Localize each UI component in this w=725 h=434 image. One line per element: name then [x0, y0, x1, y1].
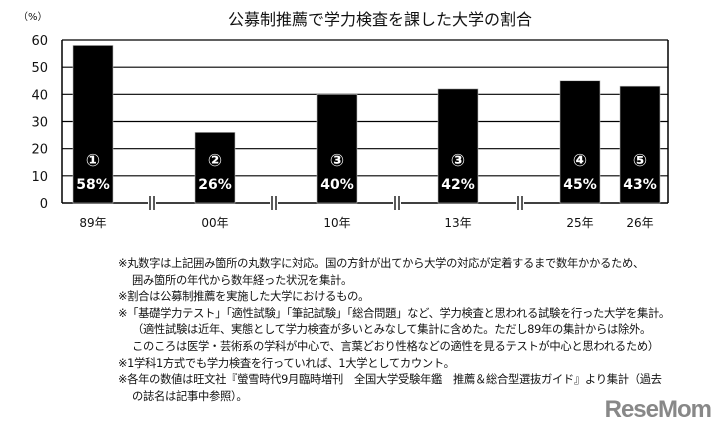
- bar-marker: ③: [451, 151, 465, 171]
- bar-value-label: 43%: [623, 177, 657, 193]
- bar: [559, 80, 601, 204]
- footnotes: ※丸数字は上記囲み箇所の丸数字に対応。国の方針が出てから大学の対応が定着するまで…: [118, 256, 670, 405]
- bar-value-label: 45%: [563, 177, 597, 193]
- resemom-logo: ReseMom: [604, 396, 712, 423]
- bar: [619, 85, 661, 204]
- note-line: 囲み箇所の年代から数年経った状況を集計。: [132, 273, 352, 287]
- y-axis-unit: （%）: [18, 11, 48, 23]
- chart-title: 公募制推薦で学力検査を課した大学の割合: [228, 10, 532, 29]
- bar-value-label: 26%: [198, 177, 232, 193]
- bar-marker: ①: [86, 151, 100, 171]
- y-tick-label: 40: [31, 88, 48, 103]
- bar-marker: ②: [208, 151, 222, 171]
- bar-marker: ③: [330, 151, 344, 171]
- axis-break-gap: [516, 196, 524, 210]
- x-tick-label: 00年: [201, 216, 228, 230]
- y-tick-label: 50: [31, 61, 48, 76]
- bar-value-label: 58%: [76, 177, 110, 193]
- axis-break-gap: [270, 196, 278, 210]
- bar-marker: ④: [573, 151, 587, 171]
- note-line: ※各年の数値は旺文社『螢雪時代9月臨時増刊 全国大学受験年鑑 推薦＆総合型選抜ガ…: [118, 373, 662, 387]
- note-line: このころは医学・芸術系の学科が中心で、言葉どおり性格などの適性を見るテストが中心…: [132, 339, 659, 353]
- y-tick-label: 10: [31, 170, 48, 185]
- x-tick-label: 13年: [444, 216, 471, 230]
- x-tick-label: 26年: [626, 216, 653, 230]
- y-tick-label: 0: [40, 197, 48, 212]
- bar: [194, 132, 236, 204]
- note-line: の誌名は記事中参照）。: [132, 389, 248, 403]
- bar-marker: ⑤: [633, 151, 647, 171]
- note-line: ※丸数字は上記囲み箇所の丸数字に対応。国の方針が出てから大学の対応が定着するまで…: [118, 257, 645, 270]
- x-tick-label: 10年: [323, 216, 350, 230]
- note-line: ※「基礎学力テスト」「適性試験」「筆記試験」「総合問題」など、学力検査と思われる…: [118, 306, 670, 320]
- x-tick-label: 89年: [79, 216, 106, 230]
- note-line: （適性試験は近年、実態として学力検査が多いとみなして集計に含めた。ただし89年の…: [132, 323, 651, 337]
- y-tick-label: 20: [31, 143, 48, 158]
- bar-chart: 公募制推薦で学力検査を課した大学の割合 （%） 0 10 20 30 40 50 60 ① 58…: [18, 10, 669, 230]
- y-tick-label: 60: [31, 34, 48, 49]
- y-tick-label: 30: [31, 116, 48, 131]
- note-line: ※1学科1方式でも学力検査を行っていれば、1大学としてカウント。: [118, 356, 455, 370]
- axis-break-gap: [148, 196, 156, 210]
- bar: [72, 45, 114, 204]
- bar-value-label: 42%: [441, 177, 475, 193]
- bar-value-label: 40%: [320, 177, 354, 193]
- bar: [316, 94, 358, 204]
- axis-break-gap: [393, 196, 401, 210]
- bar: [437, 88, 479, 204]
- note-line: ※割合は公募制推薦を実施した大学におけるもの。: [118, 290, 370, 304]
- x-tick-label: 25年: [566, 216, 593, 230]
